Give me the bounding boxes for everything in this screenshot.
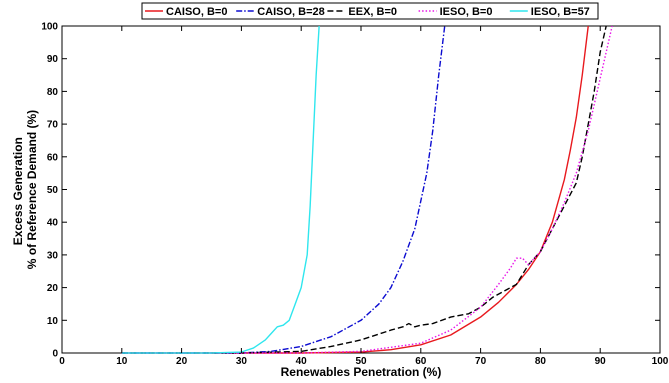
x-tick-label: 30 <box>236 356 248 367</box>
x-tick-label: 10 <box>116 356 128 367</box>
legend-entry: EEX, B=0 <box>348 6 397 18</box>
y-tick-label: 100 <box>41 22 58 33</box>
y-tick-label: 40 <box>47 218 59 229</box>
y-axis: 0 10 20 30 40 50 60 70 80 90 100 <box>41 22 660 360</box>
y-tick-label: 50 <box>47 185 59 196</box>
y-tick-label: 0 <box>52 349 58 360</box>
y-tick-label: 60 <box>47 152 59 163</box>
y-tick-label: 30 <box>47 250 59 261</box>
x-axis: 0 10 20 30 40 50 60 70 80 90 100 <box>59 26 669 367</box>
legend-entry: CAISO, B=28 <box>257 6 325 18</box>
x-tick-label: 60 <box>415 356 427 367</box>
y-axis-label-line-2: % of Reference Demand (%) <box>25 110 39 269</box>
y-tick-label: 70 <box>47 120 59 131</box>
x-tick-label: 20 <box>176 356 188 367</box>
y-tick-label: 90 <box>47 54 59 65</box>
y-tick-label: 10 <box>47 316 59 327</box>
legend-box <box>141 2 599 20</box>
legend-entry: CAISO, B=0 <box>166 6 227 18</box>
x-tick-label: 90 <box>595 356 607 367</box>
series-line-ieso-b-57 <box>121 25 320 354</box>
x-tick-label: 50 <box>355 356 367 367</box>
legend-entry: IESO, B=0 <box>440 6 493 18</box>
x-tick-label: 70 <box>475 356 487 367</box>
y-axis-label: Excess Generation % of Reference Demand … <box>11 110 39 269</box>
y-tick-label: 80 <box>47 87 59 98</box>
x-axis-label: Renewables Penetration (%) <box>281 365 442 379</box>
legend-entry: IESO, B=57 <box>531 6 590 18</box>
x-tick-label: 100 <box>652 356 669 367</box>
x-tick-label: 40 <box>296 356 308 367</box>
legend: CAISO, B=0 CAISO, B=28 EEX, B=0 IESO, B=0 IE… <box>141 2 599 20</box>
y-tick-label: 20 <box>47 283 59 294</box>
y-axis-label-line-1: Excess Generation <box>11 137 25 245</box>
x-tick-label: 0 <box>59 356 65 367</box>
series-line-eex-b-0 <box>121 25 607 354</box>
x-tick-label: 80 <box>535 356 547 367</box>
